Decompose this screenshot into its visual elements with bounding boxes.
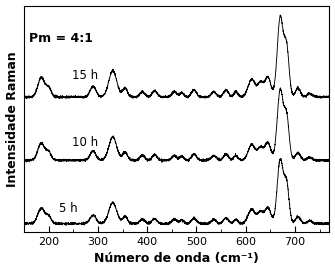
Text: Pm = 4:1: Pm = 4:1 — [29, 32, 93, 45]
Text: 10 h: 10 h — [72, 136, 98, 149]
Text: 5 h: 5 h — [59, 202, 77, 215]
Text: 15 h: 15 h — [72, 69, 98, 82]
Y-axis label: Intensidade Raman: Intensidade Raman — [6, 51, 18, 187]
X-axis label: Número de onda (cm⁻¹): Número de onda (cm⁻¹) — [94, 253, 259, 265]
